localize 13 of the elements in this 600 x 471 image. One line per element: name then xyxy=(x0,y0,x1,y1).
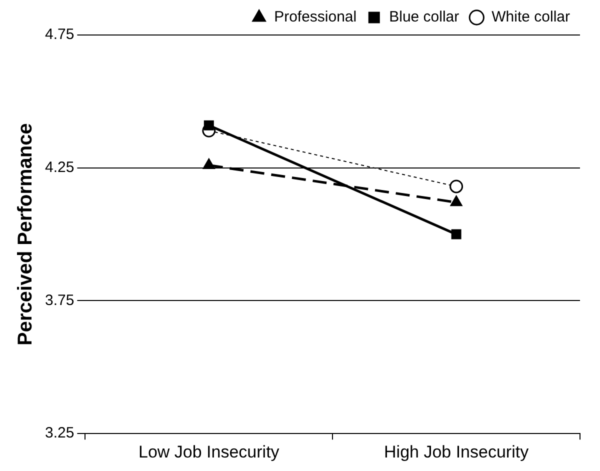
y-tick-label: 3.75 xyxy=(44,292,74,309)
point xyxy=(204,120,214,130)
x-tick-label: High Job Insecurity xyxy=(384,442,530,462)
point xyxy=(450,180,464,194)
legend-label: Blue collar xyxy=(389,8,460,26)
legend-label: White collar xyxy=(492,8,570,26)
y-tick-label: 4.75 xyxy=(44,26,74,44)
y-axis-title: Perceived Performance xyxy=(14,123,37,346)
legend-label: Professional xyxy=(274,8,357,26)
y-tick-label: 4.25 xyxy=(44,159,74,176)
point xyxy=(451,229,462,240)
y-tick-label: 3.25 xyxy=(44,424,74,442)
x-tick-label: Low Job Insecurity xyxy=(138,442,280,462)
